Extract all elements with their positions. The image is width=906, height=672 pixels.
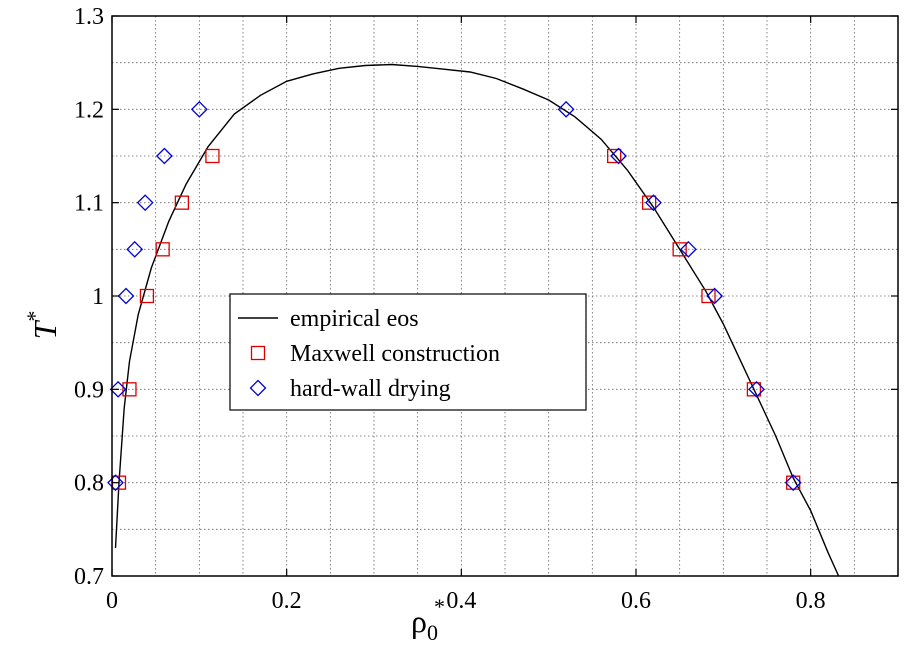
y-axis-label-main: T <box>27 319 63 339</box>
x-tick-label: 0.6 <box>621 588 651 614</box>
hard-wall-drying-point <box>109 380 127 398</box>
hard-wall-drying-point <box>136 194 154 212</box>
series-empirical-eos <box>114 63 840 577</box>
hard-wall-drying-point <box>155 147 173 165</box>
x-tick-label: 0.2 <box>272 588 302 614</box>
legend-label: hard-wall drying <box>290 376 451 402</box>
hard-wall-drying-point <box>645 194 662 212</box>
hard-wall-drying-point <box>557 100 575 118</box>
y-tick-label: 1 <box>92 284 104 310</box>
legend-box <box>229 293 587 411</box>
axis-ticks: 0 0.2 0.4 0.6 0.8 0.7 0.8 0.9 1 1.1 1.2 1.3 <box>74 4 898 614</box>
x-axis-label-sup: * <box>434 594 445 619</box>
hard-wall-drying-point <box>610 147 627 165</box>
maxwell-construction-point <box>139 288 155 304</box>
hard-wall-drying-point <box>706 287 724 305</box>
y-axis-label-sup: * <box>22 311 47 322</box>
hard-wall-drying-point <box>107 474 124 492</box>
maxwell-construction-point <box>174 195 190 210</box>
y-tick-label: 1.1 <box>74 191 104 217</box>
x-tick-label: 0.4 <box>446 588 476 614</box>
legend-label: Maxwell construction <box>290 341 500 367</box>
legend-label: empirical eos <box>290 306 419 332</box>
y-axis-label: T* <box>22 311 63 340</box>
x-tick-label: 0.8 <box>796 588 826 614</box>
y-tick-label: 0.9 <box>74 377 104 403</box>
y-tick-label: 0.7 <box>74 564 104 590</box>
maxwell-construction-point <box>641 195 657 210</box>
legend-swatch-marker <box>249 379 267 397</box>
legend-item-empirical-eos: empirical eos <box>238 306 419 332</box>
empirical-eos-curve <box>114 63 840 577</box>
hard-wall-drying-point <box>190 100 208 118</box>
maxwell-construction-point <box>607 148 622 164</box>
maxwell-construction-point <box>701 288 716 304</box>
series-hard-wall-drying <box>107 100 802 492</box>
legend: empirical eos Maxwell construction hard-wa… <box>229 293 587 411</box>
x-axis-label-sub: 0 <box>427 620 438 645</box>
maxwell-construction-point <box>205 148 220 164</box>
y-tick-label: 0.8 <box>74 471 104 497</box>
maxwell-construction-point <box>786 475 801 490</box>
x-axis-label-main: ρ <box>411 603 427 639</box>
maxwell-construction-point <box>155 242 170 257</box>
hard-wall-drying-point <box>126 240 144 258</box>
series-layer <box>107 63 840 577</box>
series-maxwell-construction <box>111 148 801 490</box>
legend-item-maxwell-construction: Maxwell construction <box>250 341 500 367</box>
maxwell-construction-point <box>122 382 137 397</box>
legend-item-hard-wall-drying: hard-wall drying <box>249 376 451 402</box>
x-axis-label: ρ0* <box>411 594 445 645</box>
y-tick-label: 1.3 <box>74 4 104 30</box>
legend-swatch-marker <box>250 345 266 361</box>
hard-wall-drying-point <box>748 380 765 398</box>
y-tick-label: 1.2 <box>74 97 104 123</box>
hard-wall-drying-point <box>117 287 135 305</box>
x-tick-label: 0 <box>106 588 118 614</box>
hard-wall-drying-point <box>679 240 697 258</box>
maxwell-construction-point <box>746 382 762 397</box>
hard-wall-drying-point <box>784 474 802 492</box>
maxwell-construction-point <box>672 242 687 257</box>
